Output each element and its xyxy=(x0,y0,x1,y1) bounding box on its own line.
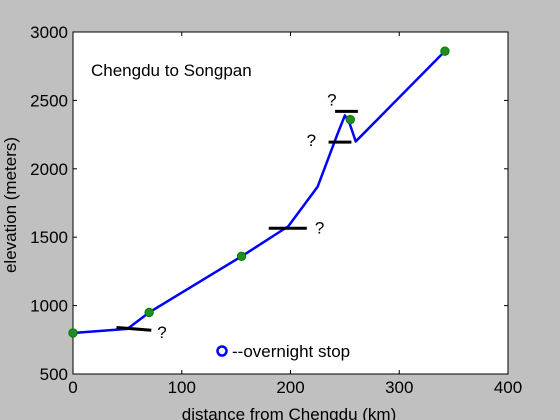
overnight-stop-marker xyxy=(236,251,247,262)
y-tick-label: 500 xyxy=(40,365,68,384)
x-tick-label: 200 xyxy=(276,378,304,397)
overnight-stop-marker xyxy=(144,307,154,318)
x-tick-label: 0 xyxy=(68,378,77,397)
uncertain-segment xyxy=(116,325,152,332)
y-tick-labels: 500 1000 1500 2000 2500 3000 xyxy=(30,23,68,384)
axis-ticks xyxy=(72,31,509,375)
y-tick-label: 1000 xyxy=(30,297,68,316)
chart-annotation-title: Chengdu to Songpan xyxy=(91,61,252,80)
route-layer xyxy=(72,50,446,335)
x-axis-label: distance from Chengdu (km) xyxy=(182,405,396,420)
legend-label: --overnight stop xyxy=(232,342,350,361)
x-tick-label: 300 xyxy=(385,378,413,397)
y-axis-label: elevation (meters) xyxy=(1,137,20,273)
x-tick-labels: 0 100 200 300 400 xyxy=(68,378,522,397)
overnight-stop-marker xyxy=(68,328,78,338)
uncertain-segments: ???? xyxy=(116,90,358,342)
y-tick-label: 2500 xyxy=(30,91,68,110)
uncertain-question-label: ? xyxy=(157,323,166,342)
x-tick-label: 400 xyxy=(494,378,522,397)
y-tick-label: 3000 xyxy=(30,23,68,42)
legend-marker-icon xyxy=(216,345,228,357)
y-tick-label: 2000 xyxy=(30,160,68,179)
uncertain-question-label: ? xyxy=(315,218,324,237)
uncertain-question-label: ? xyxy=(307,131,316,150)
route-line xyxy=(72,50,446,335)
overnight-stops xyxy=(68,46,450,338)
x-tick-label: 100 xyxy=(168,378,196,397)
overnight-stop-marker xyxy=(345,114,356,125)
uncertain-question-label: ? xyxy=(327,90,336,109)
overnight-stop-marker xyxy=(440,46,450,56)
plot-area xyxy=(72,31,509,375)
legend: --overnight stop xyxy=(216,342,350,361)
y-tick-label: 1500 xyxy=(30,228,68,247)
